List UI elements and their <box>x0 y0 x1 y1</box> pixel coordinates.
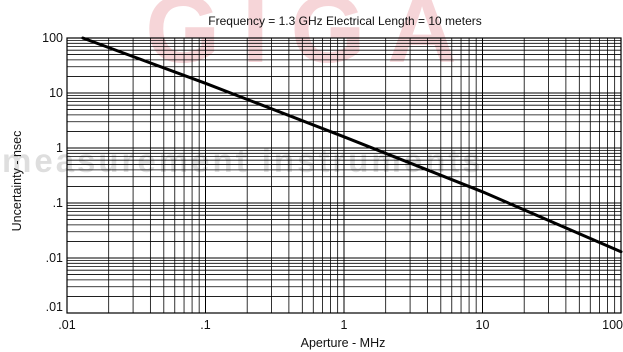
x-tick-label: .01 <box>58 318 75 332</box>
y-tick-label: 1 <box>56 141 63 155</box>
series-layer <box>81 36 623 254</box>
x-axis-ticks: .01 .1 1 10 100 <box>58 318 623 332</box>
x-tick-label: 100 <box>602 318 623 332</box>
x-tick-label: .1 <box>200 318 210 332</box>
chart-grid <box>66 37 622 314</box>
y-tick-label: .1 <box>53 196 63 210</box>
y-tick-label: .01 <box>46 300 63 314</box>
y-tick-label: .01 <box>46 251 63 265</box>
y-axis-label: Uncertainty - nsec <box>10 131 24 232</box>
y-tick-label: 10 <box>49 86 63 100</box>
y-tick-label: 100 <box>42 31 63 45</box>
x-tick-label: 1 <box>341 318 348 332</box>
plot-frame <box>66 37 622 314</box>
x-axis-label: Aperture - MHz <box>301 336 386 350</box>
y-axis-ticks: .01 .01 .1 1 10 100 <box>42 31 63 314</box>
chart-title: Frequency = 1.3 GHz Electrical Length = … <box>208 14 481 28</box>
x-tick-label: 10 <box>476 318 490 332</box>
watermark-brand: GIGA <box>145 0 478 83</box>
series-line <box>81 36 623 254</box>
